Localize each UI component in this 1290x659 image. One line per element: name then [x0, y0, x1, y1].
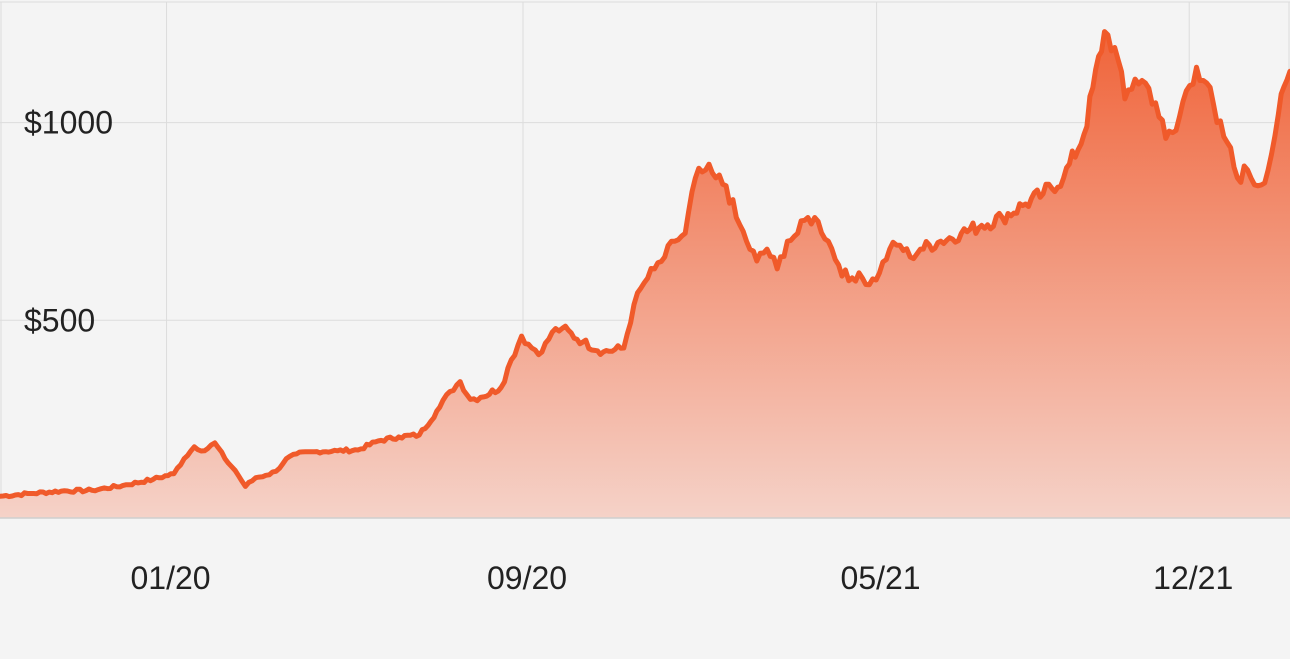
- y-tick-label: $500: [24, 302, 95, 338]
- x-tick-label: 12/21: [1153, 560, 1233, 596]
- y-tick-label: $1000: [24, 105, 113, 141]
- x-tick-label: 05/21: [841, 560, 921, 596]
- series-area: [0, 31, 1290, 518]
- x-tick-label: 01/20: [131, 560, 211, 596]
- series-line: [0, 29, 1290, 500]
- x-tick-label: 09/20: [487, 560, 567, 596]
- x-axis-labels: 01/20 09/20 05/21 12/21: [131, 560, 1234, 596]
- y-axis-labels: $500 $1000: [24, 105, 113, 339]
